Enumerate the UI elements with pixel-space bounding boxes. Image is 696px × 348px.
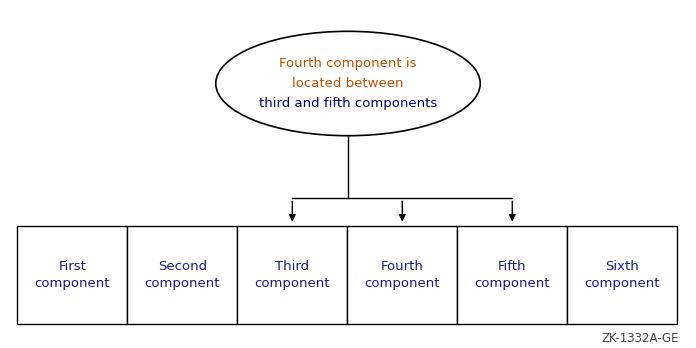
Text: third and fifth components: third and fifth components [259,97,437,110]
Bar [17,226,127,324]
Text: ZK-1332A-GE: ZK-1332A-GE [601,332,679,345]
Bar [347,226,457,324]
Text: located between: located between [292,77,404,90]
Text: Fifth
component: Fifth component [475,260,550,290]
Bar [457,226,567,324]
Bar [237,226,347,324]
Text: Fourth component is: Fourth component is [279,57,417,70]
Text: Third
component: Third component [255,260,330,290]
Bar [567,226,677,324]
Bar [127,226,237,324]
Text: First
component: First component [35,260,110,290]
Text: Fourth
component: Fourth component [365,260,440,290]
Text: Second
component: Second component [145,260,220,290]
Text: Sixth
component: Sixth component [585,260,660,290]
Ellipse shape [216,31,480,136]
